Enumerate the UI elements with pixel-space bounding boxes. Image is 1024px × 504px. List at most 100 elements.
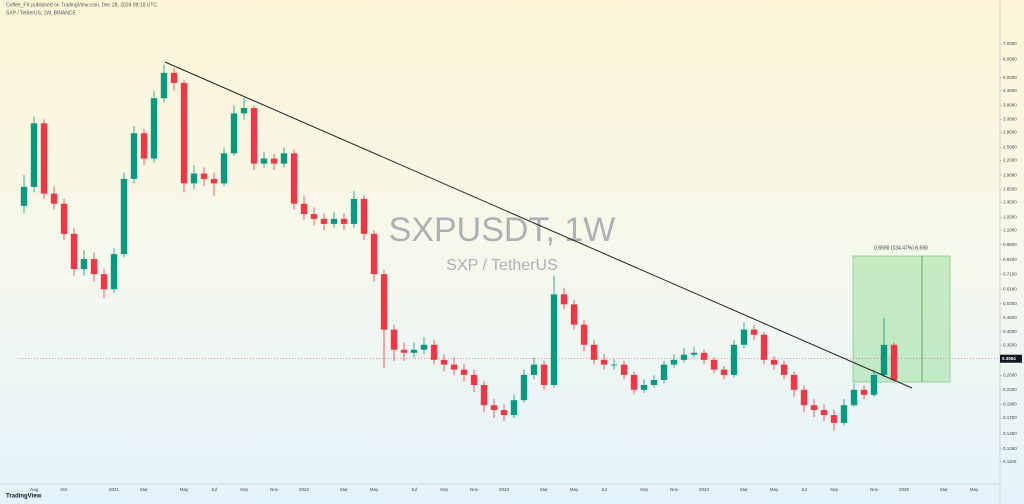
x-tick-label: May: [970, 487, 979, 492]
candle-body: [760, 334, 768, 360]
y-tick-label: 0.2600: [1003, 372, 1017, 377]
last-price-tag: [1000, 354, 1022, 363]
candle-body: [90, 259, 98, 275]
y-tick-label: 0.9500: [1003, 242, 1017, 247]
y-tick-label: 1.9000: [1003, 172, 1017, 177]
candle-body: [620, 364, 628, 375]
candle-body: [570, 304, 578, 325]
candle-body: [850, 389, 858, 406]
y-tick-label: 2.2000: [1003, 158, 1017, 163]
candle-body: [750, 329, 758, 335]
candle-body: [330, 218, 338, 224]
candle-body: [780, 364, 788, 375]
x-tick-label: Mar: [340, 487, 348, 492]
last-price-label: 0.3064: [1002, 356, 1016, 361]
candle-body: [600, 359, 608, 365]
x-tick-label: Nov: [670, 487, 679, 492]
candle-body: [260, 158, 268, 164]
trend-line: [164, 61, 913, 389]
candle-body: [100, 274, 108, 290]
y-tick-label: 5.0000: [1003, 75, 1017, 80]
candle-body: [510, 400, 518, 416]
candle-body: [710, 359, 718, 370]
y-tick-label: 0.4600: [1003, 315, 1017, 320]
x-tick-label: Sep: [440, 487, 449, 492]
candle-body: [170, 72, 178, 83]
candle-body: [130, 133, 138, 179]
y-tick-label: 4.4000: [1003, 88, 1017, 93]
candle-body: [720, 369, 728, 375]
symbol-line: SXP / TetherUS, 1W, BINANCE: [6, 10, 77, 16]
candle-body: [790, 374, 798, 390]
candle-body: [800, 389, 808, 406]
candle-body: [610, 364, 618, 366]
candle-body: [310, 214, 318, 219]
candle-body: [120, 178, 128, 255]
candle-body: [150, 98, 158, 159]
y-tick-label: 1.2500: [1003, 214, 1017, 219]
measure-label: 0.6590 (134.47%) 6,590: [874, 245, 928, 251]
x-tick-label: Nov: [270, 487, 279, 492]
candle-body: [490, 405, 498, 411]
y-tick-label: 0.5300: [1003, 301, 1017, 306]
candle-body: [200, 173, 208, 179]
candle-body: [660, 364, 668, 381]
x-tick-label: Sep: [640, 487, 649, 492]
candle-body: [240, 108, 248, 114]
candle-body: [360, 198, 368, 234]
x-tick-label: May: [770, 487, 779, 492]
y-tick-label: 0.7100: [1003, 271, 1017, 276]
watermark-title: SXPUSDT, 1W: [389, 211, 616, 249]
candle-body: [740, 329, 748, 345]
candle-body: [220, 153, 228, 184]
y-tick-label: 0.1450: [1003, 431, 1017, 436]
candle-body: [670, 359, 678, 365]
candle-body: [870, 374, 878, 395]
candle-body: [520, 374, 528, 401]
x-tick-label: Sep: [240, 487, 249, 492]
candle-body: [110, 254, 118, 290]
y-tick-label: 0.4000: [1003, 329, 1017, 334]
candle-body: [500, 410, 508, 416]
y-tick-label: 3.3000: [1003, 117, 1017, 122]
x-tick-label: Aug: [30, 487, 39, 492]
x-tick-label: May: [180, 487, 189, 492]
x-tick-label: 2021: [109, 487, 120, 492]
y-tick-label: 7.0000: [1003, 41, 1017, 46]
candle-body: [160, 72, 168, 99]
x-tick-label: Nov: [470, 487, 479, 492]
candle-body: [530, 364, 538, 375]
y-tick-label: 0.1250: [1003, 446, 1017, 451]
candle-body: [450, 364, 458, 370]
candle-body: [810, 405, 818, 411]
logo: TradingView: [6, 494, 42, 500]
candle-body: [250, 108, 258, 164]
candle-body: [30, 123, 38, 187]
x-tick-label: Mar: [740, 487, 748, 492]
candle-body: [840, 405, 848, 423]
y-tick-label: 2.5000: [1003, 145, 1017, 150]
measure-box: [852, 255, 951, 383]
y-tick-label: 0.2250: [1003, 387, 1017, 392]
candle-body: [770, 359, 778, 365]
y-tick-label: 0.1950: [1003, 401, 1017, 406]
candle-body: [730, 344, 738, 375]
candle-body: [890, 344, 898, 381]
publisher: Coffee_FX published on TradingView.com, …: [6, 2, 157, 8]
x-tick-label: Mar: [940, 487, 948, 492]
candle-body: [460, 369, 468, 375]
candle-body: [290, 153, 298, 204]
candle-body: [320, 218, 328, 224]
candle-body: [420, 344, 428, 350]
candle-body: [50, 193, 58, 204]
x-tick-label: May: [570, 487, 579, 492]
x-tick-label: Sep: [830, 487, 839, 492]
y-tick-label: 6.0000: [1003, 57, 1017, 62]
candle-body: [350, 198, 358, 224]
x-tick-label: Jul: [801, 487, 807, 492]
candle-body: [440, 359, 448, 365]
x-tick-label: Oct: [60, 487, 68, 492]
y-tick-label: 2.9000: [1003, 130, 1017, 135]
